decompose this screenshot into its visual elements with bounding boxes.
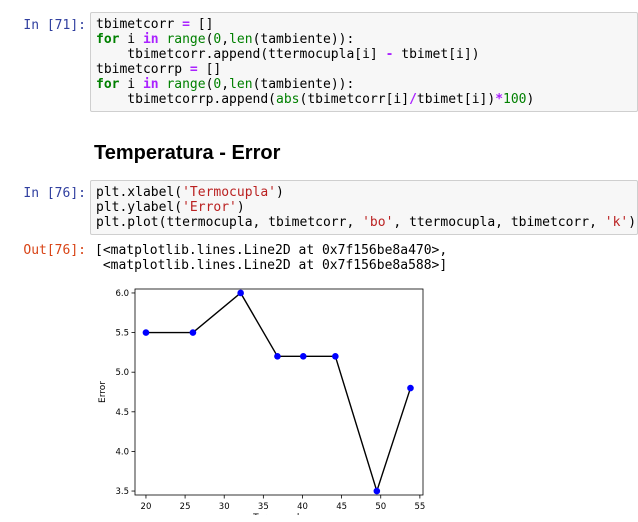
code-token: 'k' [604,215,629,230]
x-tick-label: 45 [336,502,347,512]
data-point [407,384,414,392]
code-token: tbimetcorrp.append( [96,92,277,107]
code-token: tbimet[i]) [393,47,480,62]
code-token: in [142,77,159,92]
code-token: [] [189,17,214,32]
code-token: tbimetcorrp [96,62,190,77]
code-token: for [96,32,120,47]
code-token: i [119,32,143,47]
y-tick-label: 5.5 [115,329,129,339]
code-token: (tbimetcorr[i] [299,92,410,107]
code-line: tbimetcorr = [] [96,17,637,32]
plot-area [134,288,424,496]
code-token: (tambiente)): [252,77,355,92]
y-tick-label: 5.0 [115,368,129,378]
code-token: for [96,77,120,92]
y-tick-label: 3.5 [115,487,129,497]
y-axis-label: Error [98,381,108,403]
code-token: ) [236,200,245,215]
code-token: tbimetcorr.append(ttermocupla[i] [96,47,386,62]
code-token: in [142,32,159,47]
code-token: [] [197,62,222,77]
code-token: , ttermocupla, tbimetcorr, [393,215,605,230]
code-token: 0 [213,32,222,47]
code-token: len [229,32,253,47]
code-token: tbimet[i]) [416,92,496,107]
code-line: tbimetcorr.append(ttermocupla[i] - tbime… [96,47,637,62]
code-token: - [385,47,394,62]
y-tick-label: 4.0 [115,447,129,457]
data-point [142,329,150,336]
code-token: (tambiente)): [252,32,355,47]
series-line [145,291,412,494]
code-line: tbimetcorrp.append(abs(tbimetcorr[i]/tbi… [96,92,637,107]
y-tick-label: 6.0 [115,289,129,299]
code-token: range [166,77,206,92]
code-token: ) [276,185,284,200]
code-token: plt.plot(ttermocupla, tbimetcorr, [96,215,363,230]
x-tick-label: 30 [219,502,230,512]
code-line: for i in range(0,len(tambiente)): [96,32,637,47]
data-point [332,353,339,360]
code-token: range [166,32,206,47]
code-token: ( [205,77,214,92]
code-token: len [229,77,253,92]
code-token: = [182,17,190,32]
data-point [189,329,197,336]
x-tick-label: 25 [180,502,191,512]
data-point [274,353,281,360]
code-token: = [189,62,198,77]
code-token: 'bo' [362,215,394,230]
code-token: abs [276,92,300,107]
output-prompt: Out[76]: [23,243,86,258]
y-tick-label: 4.5 [115,408,129,418]
code-token: plt.ylabel( [96,200,183,215]
code-token: , [221,32,230,47]
code-token: 'Error' [182,200,237,215]
code-cell-76[interactable]: plt.xlabel('Termocupla') plt.ylabel('Erro… [90,180,638,235]
output-text: [<matplotlib.lines.Line2D at 0x7f156be8a… [95,243,448,273]
cell-76-prompt: In [76]: [23,186,86,201]
data-point [299,353,307,360]
code-token: plt.xlabel( [96,185,183,200]
code-token: ) [628,215,637,230]
data-point [373,487,381,495]
code-token: * [495,92,504,107]
code-token: tbimetcorr [96,17,183,32]
code-token: ( [205,32,214,47]
code-token: 0 [213,77,222,92]
data-point [237,289,244,297]
code-line: plt.ylabel('Error') [96,200,637,215]
code-line: plt.xlabel('Termocupla') [96,185,637,200]
x-tick-label: 55 [414,502,425,512]
line-chart: 20 25 30 35 40 45 50 55 3.5 4.0 4.5 5.0 5.5 6.0 Termoc… [98,288,425,515]
x-tick-label: 50 [375,502,386,512]
x-tick-label: 20 [141,502,152,512]
code-cell-71[interactable]: tbimetcorr = [] for i in range(0,len(tamb… [90,12,638,112]
code-token: ) [526,92,535,107]
markdown-heading: Temperatura - Error [94,142,281,164]
code-line: tbimetcorrp = [] [96,62,637,77]
code-token: , [221,77,230,92]
code-line: for i in range(0,len(tambiente)): [96,77,637,92]
cell-71-prompt: In [71]: [23,18,86,33]
x-tick-label: 40 [297,502,308,512]
x-axis-label: Termocupla [252,513,305,515]
code-token: i [119,77,143,92]
code-token: 100 [503,92,527,107]
x-tick-label: 35 [258,502,269,512]
code-line: plt.plot(ttermocupla, tbimetcorr, 'bo', … [96,215,637,230]
code-token: 'Termocupla' [182,185,277,200]
code-token: / [409,92,417,107]
